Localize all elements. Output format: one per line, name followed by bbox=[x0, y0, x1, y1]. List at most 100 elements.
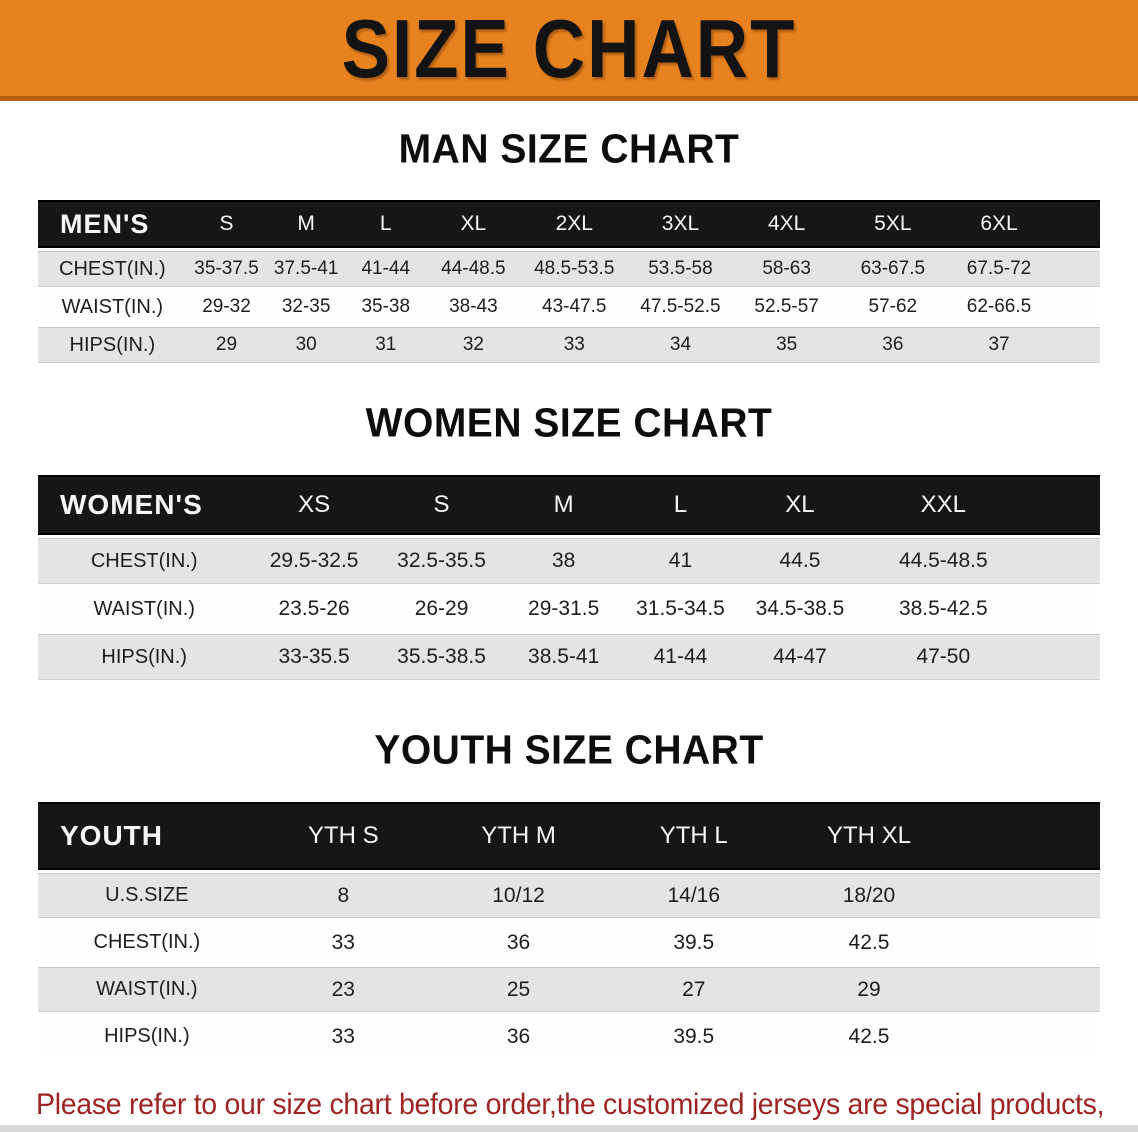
measurement-value: 38.5-42.5 bbox=[861, 587, 1026, 631]
row-filler bbox=[956, 873, 1100, 918]
measurement-row: HIPS(IN.) 33 36 39.5 42.5 bbox=[38, 1015, 1100, 1058]
size-column-header: 6XL bbox=[945, 200, 1053, 248]
measurement-value: 29 bbox=[186, 327, 267, 363]
measurement-value: 38.5-41 bbox=[505, 634, 623, 680]
row-filler bbox=[1052, 251, 1100, 287]
measurement-value: 39.5 bbox=[606, 1015, 782, 1058]
measurement-value: 47.5-52.5 bbox=[627, 290, 734, 324]
size-column-header: XXL bbox=[861, 475, 1026, 535]
measurement-value: 52.5-57 bbox=[733, 290, 840, 324]
header-filler bbox=[1052, 200, 1100, 248]
size-column-header: XL bbox=[425, 200, 522, 248]
measurement-value: 38-43 bbox=[425, 290, 522, 324]
size-table-header-row: MEN'S S M L XL 2XL 3XL 4XL 5XL 6XL bbox=[38, 200, 1100, 248]
measurement-value: 38 bbox=[505, 538, 623, 584]
measurement-row-label: WAIST(IN.) bbox=[38, 290, 187, 324]
disclaimer-line-1: Please refer to our size chart before or… bbox=[36, 1088, 1105, 1122]
row-filler bbox=[1025, 587, 1100, 631]
heading-women-size-chart: WOMEN SIZE CHART bbox=[365, 401, 773, 446]
row-filler bbox=[1025, 538, 1100, 584]
size-column-header: XL bbox=[738, 475, 862, 535]
size-column-header: M bbox=[266, 200, 346, 248]
measurement-value: 10/12 bbox=[430, 873, 607, 918]
table-group-label: MEN'S bbox=[38, 200, 187, 248]
measurement-row: WAIST(IN.) 23.5-26 26-29 29-31.5 31.5-34.5 34… bbox=[38, 587, 1100, 631]
measurement-row: HIPS(IN.) 33-35.5 35.5-38.5 38.5-41 41-44 44-… bbox=[38, 634, 1100, 680]
measurement-value: 34 bbox=[627, 327, 734, 363]
measurement-value: 26-29 bbox=[377, 587, 506, 631]
measurement-row-label: CHEST(IN.) bbox=[38, 538, 251, 584]
measurement-row: CHEST(IN.) 33 36 39.5 42.5 bbox=[38, 921, 1100, 964]
size-column-header: XS bbox=[250, 475, 378, 535]
men-size-table: MEN'S S M L XL 2XL 3XL 4XL 5XL 6XL CHEST(IN.) 35-37… bbox=[38, 197, 1100, 366]
measurement-value: 42.5 bbox=[781, 1015, 957, 1058]
measurement-value: 33 bbox=[255, 921, 431, 964]
size-column-header: YTH L bbox=[606, 802, 782, 870]
measurement-value: 39.5 bbox=[606, 921, 782, 964]
row-filler bbox=[956, 1015, 1100, 1058]
men-size-table-wrap: MEN'S S M L XL 2XL 3XL 4XL 5XL 6XL CHEST(IN.) 35-37… bbox=[38, 197, 1100, 366]
size-column-header: YTH M bbox=[430, 802, 607, 870]
table-group-label: WOMEN'S bbox=[38, 475, 251, 535]
row-filler bbox=[956, 967, 1100, 1012]
measurement-value: 36 bbox=[839, 327, 946, 363]
women-size-table-wrap: WOMEN'S XS S M L XL XXL CHEST(IN.) 29.5-32.5 32.5… bbox=[38, 472, 1100, 683]
measurement-value: 63-67.5 bbox=[839, 251, 946, 287]
measurement-value: 32.5-35.5 bbox=[377, 538, 506, 584]
measurement-value: 25 bbox=[430, 967, 607, 1012]
measurement-row: CHEST(IN.) 29.5-32.5 32.5-35.5 38 41 44.5 44.5… bbox=[38, 538, 1100, 584]
size-column-header: 2XL bbox=[521, 200, 628, 248]
row-filler bbox=[956, 921, 1100, 964]
measurement-value: 47-50 bbox=[861, 634, 1026, 680]
measurement-row-label: U.S.SIZE bbox=[38, 873, 256, 918]
size-column-header: S bbox=[186, 200, 267, 248]
table-group-label: YOUTH bbox=[38, 802, 256, 870]
size-column-header: YTH XL bbox=[781, 802, 957, 870]
measurement-row-label: HIPS(IN.) bbox=[38, 634, 251, 680]
measurement-row: HIPS(IN.) 29 30 31 32 33 34 35 36 37 bbox=[38, 327, 1100, 363]
measurement-value: 67.5-72 bbox=[945, 251, 1053, 287]
measurement-row-label: WAIST(IN.) bbox=[38, 587, 251, 631]
measurement-value: 33 bbox=[255, 1015, 431, 1058]
header-filler bbox=[956, 802, 1100, 870]
measurement-value: 32-35 bbox=[266, 290, 346, 324]
measurement-value: 33 bbox=[521, 327, 628, 363]
measurement-value: 32 bbox=[425, 327, 522, 363]
size-chart-banner: SIZE CHART bbox=[0, 0, 1138, 101]
measurement-value: 44.5-48.5 bbox=[861, 538, 1026, 584]
measurement-value: 57-62 bbox=[839, 290, 946, 324]
size-table-header-row: YOUTH YTH S YTH M YTH L YTH XL bbox=[38, 802, 1100, 870]
measurement-value: 43-47.5 bbox=[521, 290, 628, 324]
size-column-header: S bbox=[377, 475, 506, 535]
measurement-value: 14/16 bbox=[606, 873, 782, 918]
size-column-header: L bbox=[622, 475, 739, 535]
size-column-header: M bbox=[505, 475, 623, 535]
measurement-row-label: HIPS(IN.) bbox=[38, 1015, 256, 1058]
size-column-header: 4XL bbox=[733, 200, 840, 248]
measurement-row-label: HIPS(IN.) bbox=[38, 327, 187, 363]
measurement-row: CHEST(IN.) 35-37.5 37.5-41 41-44 44-48.5 48.5… bbox=[38, 251, 1100, 287]
measurement-value: 41 bbox=[622, 538, 739, 584]
measurement-value: 36 bbox=[430, 921, 607, 964]
measurement-value: 34.5-38.5 bbox=[738, 587, 862, 631]
row-filler bbox=[1052, 327, 1100, 363]
measurement-value: 41-44 bbox=[345, 251, 426, 287]
size-column-header: 3XL bbox=[627, 200, 734, 248]
measurement-value: 58-63 bbox=[733, 251, 840, 287]
measurement-value: 23.5-26 bbox=[250, 587, 378, 631]
measurement-value: 35.5-38.5 bbox=[377, 634, 506, 680]
measurement-row-label: WAIST(IN.) bbox=[38, 967, 256, 1012]
measurement-value: 18/20 bbox=[781, 873, 957, 918]
measurement-value: 35-37.5 bbox=[186, 251, 267, 287]
measurement-value: 33-35.5 bbox=[250, 634, 378, 680]
measurement-value: 29.5-32.5 bbox=[250, 538, 378, 584]
heading-youth-size-chart: YOUTH SIZE CHART bbox=[374, 728, 764, 773]
size-column-header: YTH S bbox=[255, 802, 431, 870]
measurement-value: 44-47 bbox=[738, 634, 862, 680]
youth-size-table-wrap: YOUTH YTH S YTH M YTH L YTH XL U.S.SIZE 8 10/12… bbox=[38, 799, 1100, 1061]
measurement-value: 41-44 bbox=[622, 634, 739, 680]
measurement-row-label: CHEST(IN.) bbox=[38, 251, 187, 287]
women-size-table: WOMEN'S XS S M L XL XXL CHEST(IN.) 29.5-32.5 32.5… bbox=[38, 472, 1100, 683]
measurement-value: 29 bbox=[781, 967, 957, 1012]
measurement-value: 31.5-34.5 bbox=[622, 587, 739, 631]
